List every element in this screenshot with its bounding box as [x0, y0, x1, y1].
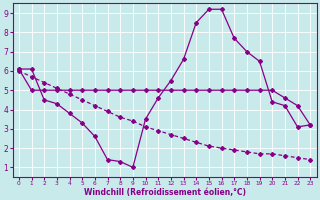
X-axis label: Windchill (Refroidissement éolien,°C): Windchill (Refroidissement éolien,°C)	[84, 188, 245, 197]
